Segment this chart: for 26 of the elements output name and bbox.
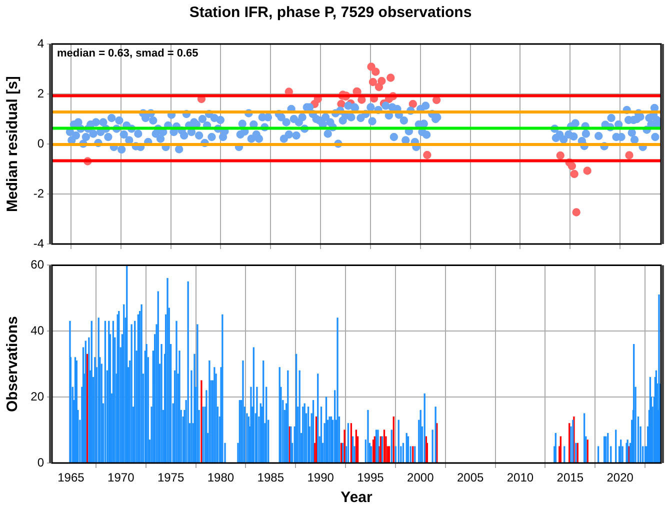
- x-tick-label: 2010: [506, 470, 534, 485]
- y-tick-label: 60: [30, 258, 44, 272]
- x-tick-label: 1970: [108, 470, 135, 485]
- annotation: median = 0.63, smad = 0.65: [57, 48, 198, 60]
- y-axis-title: Median residual [s]: [4, 76, 22, 212]
- x-tick-label: 2000: [407, 470, 434, 485]
- y-tick-label: 0: [37, 136, 44, 150]
- x-tick-label: 1965: [58, 470, 85, 485]
- y-tick-label: 4: [37, 36, 44, 50]
- x-tick-label: 1995: [357, 470, 384, 485]
- x-tick-label: 1980: [207, 470, 234, 485]
- chart-title: Station IFR, phase P, 7529 observations: [189, 4, 472, 22]
- y-tick-label: 40: [30, 323, 44, 338]
- x-tick-label: 2020: [606, 470, 634, 485]
- x-tick-label: 1990: [307, 470, 334, 485]
- y-tick-label: -2: [33, 186, 44, 200]
- x-tick-label: 2015: [556, 470, 584, 485]
- x-tick-label: 1985: [257, 470, 284, 485]
- y-axis-title: Observations: [4, 316, 22, 412]
- y-tick-label: 20: [30, 389, 44, 404]
- y-tick-label: 0: [37, 455, 44, 470]
- x-tick-label: 2005: [456, 470, 484, 485]
- x-tick-label: 1975: [157, 470, 184, 485]
- y-tick-label: -4: [33, 236, 44, 250]
- x-axis-title: Year: [340, 489, 373, 506]
- y-tick-label: 2: [37, 86, 44, 100]
